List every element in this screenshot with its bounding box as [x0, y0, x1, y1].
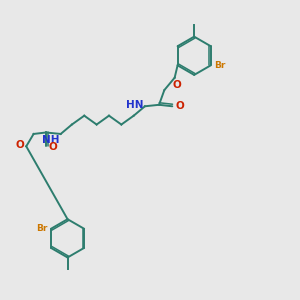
Text: NH: NH: [42, 135, 59, 146]
Text: O: O: [172, 80, 182, 90]
Text: Br: Br: [214, 61, 226, 70]
Text: HN: HN: [126, 100, 143, 110]
Text: O: O: [15, 140, 24, 150]
Text: Br: Br: [36, 224, 47, 233]
Text: O: O: [175, 101, 184, 111]
Text: O: O: [49, 142, 58, 152]
